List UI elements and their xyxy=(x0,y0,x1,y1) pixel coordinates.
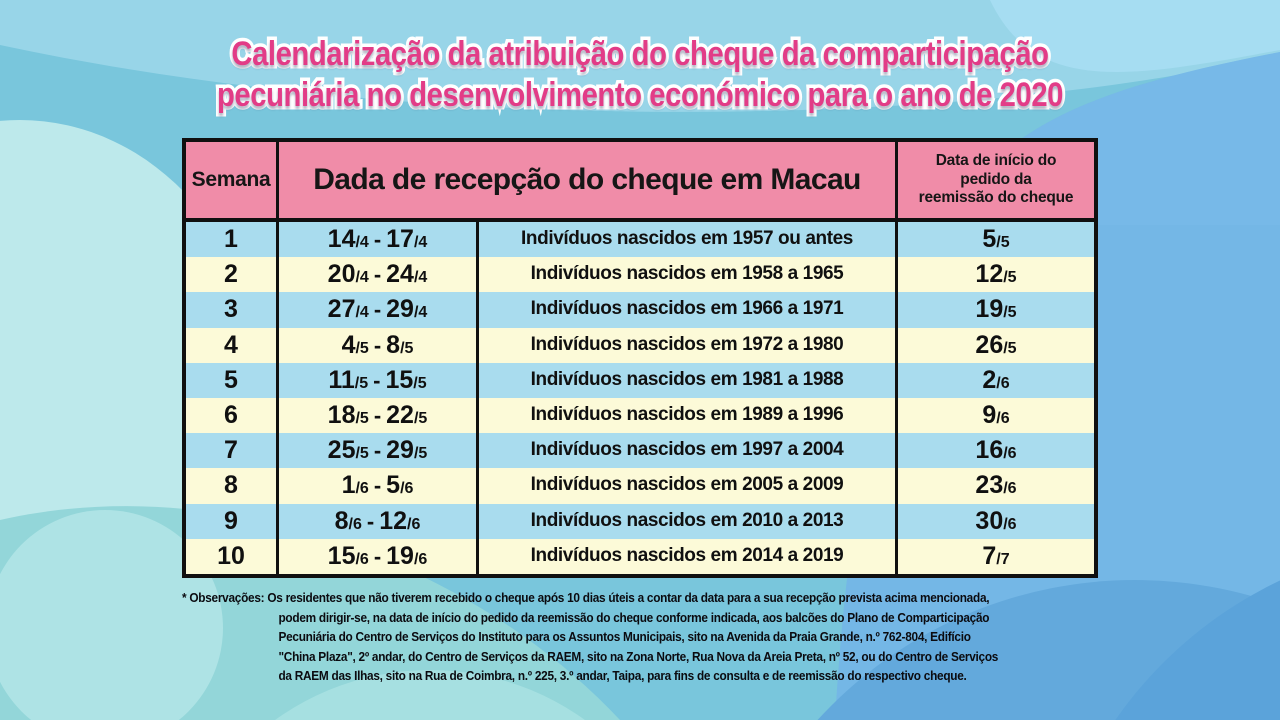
birth-group: Indivíduos nascidos em 2010 a 2013 xyxy=(479,503,898,539)
week-number: 7 xyxy=(186,433,279,469)
poster-title-line1: Calendarização da atribuição do cheque d… xyxy=(228,32,1052,77)
table-row: 10 15/6-19/6 Indivíduos nascidos em 2014… xyxy=(186,538,1094,574)
reissue-date: 7/7 xyxy=(982,541,1010,570)
birth-group: Indivíduos nascidos em 1958 a 1965 xyxy=(479,257,898,293)
week-number: 6 xyxy=(186,397,279,434)
table-row: 1 14/4-17/4 Indivíduos nascidos em 1957 … xyxy=(186,222,1094,258)
header-week: Semana xyxy=(186,142,279,218)
reception-period: 14/4-17/4 xyxy=(279,222,479,258)
reception-period: 15/6-19/6 xyxy=(279,538,479,574)
table-row: 7 25/5-29/5 Indivíduos nascidos em 1997 … xyxy=(186,433,1094,469)
reception-period: 11/5-15/5 xyxy=(279,362,479,398)
week-number: 8 xyxy=(186,468,279,504)
birth-group: Indivíduos nascidos em 2005 a 2009 xyxy=(479,468,898,504)
reissue-date: 19/5 xyxy=(975,295,1017,324)
birth-group: Indivíduos nascidos em 1989 a 1996 xyxy=(479,397,898,434)
birth-group: Indivíduos nascidos em 1957 ou antes xyxy=(479,222,898,258)
table-row: 2 20/4-24/4 Indivíduos nascidos em 1958 … xyxy=(186,257,1094,293)
note-line: da RAEM das Ilhas, sito na Rua de Coimbr… xyxy=(278,668,967,683)
schedule-table: Semana Dada de recepção do cheque em Mac… xyxy=(182,138,1098,578)
reissue-date: 5/5 xyxy=(982,225,1010,253)
note-line: Pecuniária do Centro de Serviços do Inst… xyxy=(278,629,971,644)
table-row: 9 8/6-12/6 Indivíduos nascidos em 2010 a… xyxy=(186,503,1094,539)
week-number: 9 xyxy=(186,503,279,539)
reissue-date: 16/6 xyxy=(975,436,1017,465)
week-number: 5 xyxy=(186,362,279,398)
poster-title-line2: pecuniária no desenvolvimento económico … xyxy=(214,73,1066,118)
table-row: 8 1/6-5/6 Indivíduos nascidos em 2005 a … xyxy=(186,468,1094,504)
reissue-date: 30/6 xyxy=(975,506,1017,535)
observations-note: * Observações: Os residentes que não tiv… xyxy=(182,588,1138,686)
header-reception: Dada de recepção do cheque em Macau xyxy=(279,142,898,218)
table-header-row: Semana Dada de recepção do cheque em Mac… xyxy=(186,142,1094,222)
birth-group: Indivíduos nascidos em 1972 a 1980 xyxy=(479,327,898,363)
reception-period: 18/5-22/5 xyxy=(279,397,479,434)
reissue-date: 2/6 xyxy=(982,365,1010,394)
note-line: "China Plaza", 2º andar, do Centro de Se… xyxy=(278,648,999,664)
week-number: 2 xyxy=(186,257,279,293)
reissue-date: 9/6 xyxy=(982,400,1010,429)
reception-period: 20/4-24/4 xyxy=(279,257,479,293)
reception-period: 25/5-29/5 xyxy=(279,433,479,469)
week-number: 10 xyxy=(186,538,279,574)
reissue-date: 26/5 xyxy=(975,330,1017,359)
table-row: 3 27/4-29/4 Indivíduos nascidos em 1966 … xyxy=(186,292,1094,328)
birth-group: Indivíduos nascidos em 1981 a 1988 xyxy=(479,362,898,398)
week-number: 3 xyxy=(186,292,279,328)
poster-title: Calendarização da atribuição do cheque d… xyxy=(90,32,1191,118)
note-line: podem dirigir-se, na data de início do p… xyxy=(278,609,990,625)
reissue-date: 12/5 xyxy=(975,260,1017,289)
week-number: 1 xyxy=(186,222,279,258)
table-row: 4 4/5-8/5 Indivíduos nascidos em 1972 a … xyxy=(186,327,1094,363)
note-line: * Observações: Os residentes que não tiv… xyxy=(182,590,990,605)
birth-group: Indivíduos nascidos em 2014 a 2019 xyxy=(479,538,898,574)
week-number: 4 xyxy=(186,327,279,363)
reception-period: 8/6-12/6 xyxy=(279,503,479,539)
birth-group: Indivíduos nascidos em 1997 a 2004 xyxy=(479,433,898,469)
reception-period: 4/5-8/5 xyxy=(279,327,479,363)
header-reissue: Data de início do pedido da reemissão do… xyxy=(918,152,1074,207)
reception-period: 27/4-29/4 xyxy=(279,292,479,328)
reissue-date: 23/6 xyxy=(975,471,1017,500)
birth-group: Indivíduos nascidos em 1966 a 1971 xyxy=(479,292,898,328)
table-row: 6 18/5-22/5 Indivíduos nascidos em 1989 … xyxy=(186,397,1094,434)
table-row: 5 11/5-15/5 Indivíduos nascidos em 1981 … xyxy=(186,362,1094,398)
reception-period: 1/6-5/6 xyxy=(279,468,479,504)
